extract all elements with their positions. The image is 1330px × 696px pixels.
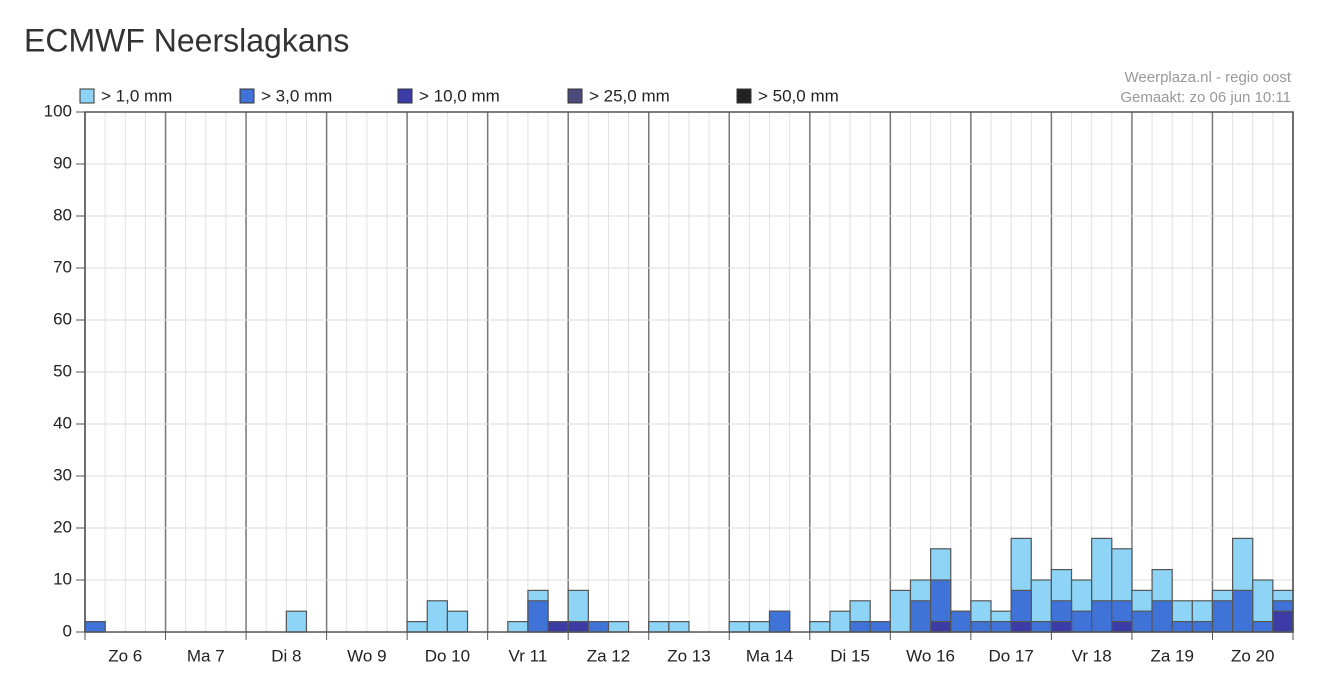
legend-swatch — [397, 88, 413, 104]
legend-label: > 25,0 mm — [589, 86, 670, 105]
bar — [1151, 600, 1173, 633]
bar — [547, 620, 569, 633]
y-tick-label: 0 — [63, 621, 72, 640]
bar — [84, 620, 106, 633]
x-tick-label: Za 12 — [587, 646, 630, 665]
bar — [1171, 620, 1193, 633]
x-tick-label: Do 10 — [425, 646, 470, 665]
bar — [929, 620, 952, 633]
source: Weerplaza.nl - regio oost — [1125, 69, 1292, 86]
bar — [909, 600, 932, 633]
bar — [990, 620, 1012, 633]
x-tick-label: Zo 6 — [108, 646, 142, 665]
x-tick-label: Di 15 — [830, 646, 870, 665]
bar — [1272, 610, 1294, 633]
y-tick-label: 80 — [53, 205, 72, 224]
bar — [507, 620, 529, 633]
bar — [1211, 600, 1234, 633]
bar — [950, 610, 972, 633]
bar — [567, 620, 589, 633]
bar — [527, 600, 549, 633]
bar — [1010, 620, 1032, 633]
x-tick-label: Za 19 — [1150, 646, 1193, 665]
y-tick-label: 40 — [53, 413, 72, 432]
legend-label: > 3,0 mm — [261, 86, 332, 105]
bar — [1070, 610, 1093, 633]
plot-frame — [84, 111, 1294, 633]
x-tick-label: Do 17 — [988, 646, 1033, 665]
x-tick-label: Vr 18 — [1072, 646, 1112, 665]
bar — [1252, 620, 1274, 633]
legend-swatch — [736, 88, 752, 104]
bar — [849, 620, 871, 633]
x-tick-label: Zo 13 — [667, 646, 710, 665]
bar — [1091, 600, 1113, 633]
bar — [1030, 620, 1053, 633]
legend-label: > 10,0 mm — [419, 86, 500, 105]
bar — [869, 620, 891, 633]
y-tick-label: 70 — [53, 257, 72, 276]
y-tick-label: 20 — [53, 517, 72, 536]
bar — [1050, 620, 1073, 633]
bar — [446, 610, 469, 633]
bar — [426, 600, 448, 633]
created: Gemaakt: zo 06 jun 10:11 — [1120, 89, 1291, 106]
x-tick-label: Wo 9 — [347, 646, 386, 665]
bar — [970, 620, 992, 633]
legend-swatch — [239, 88, 255, 104]
y-tick-label: 60 — [53, 309, 72, 328]
bar — [728, 620, 750, 633]
legend-swatch — [567, 88, 583, 104]
bar — [406, 620, 428, 633]
x-tick-label: Ma 14 — [746, 646, 793, 665]
bar — [587, 620, 610, 633]
bar — [829, 610, 851, 633]
y-tick-label: 10 — [53, 569, 72, 588]
bar — [1131, 610, 1153, 633]
y-tick-label: 100 — [44, 101, 72, 120]
y-tick-label: 30 — [53, 465, 72, 484]
x-tick-label: Di 8 — [271, 646, 301, 665]
legend-swatch — [79, 88, 95, 104]
bar — [1111, 620, 1133, 633]
bar — [648, 620, 670, 633]
x-tick-label: Vr 11 — [509, 646, 548, 665]
y-tick-label: 90 — [53, 153, 72, 172]
y-tick-label: 50 — [53, 361, 72, 380]
bar — [809, 620, 831, 633]
bar — [748, 620, 771, 633]
chart-title: ECMWF Neerslagkans — [24, 22, 349, 58]
bar — [889, 589, 912, 633]
x-tick-label: Zo 20 — [1231, 646, 1274, 665]
bar — [1231, 589, 1254, 633]
legend-label: > 1,0 mm — [101, 86, 172, 105]
legend-label: > 50,0 mm — [758, 86, 839, 105]
bar — [607, 620, 630, 633]
bar — [1191, 620, 1214, 633]
x-tick-label: Wo 16 — [906, 646, 955, 665]
x-tick-label: Ma 7 — [187, 646, 225, 665]
bar — [668, 620, 690, 633]
bar — [285, 610, 308, 633]
bar — [768, 610, 791, 633]
